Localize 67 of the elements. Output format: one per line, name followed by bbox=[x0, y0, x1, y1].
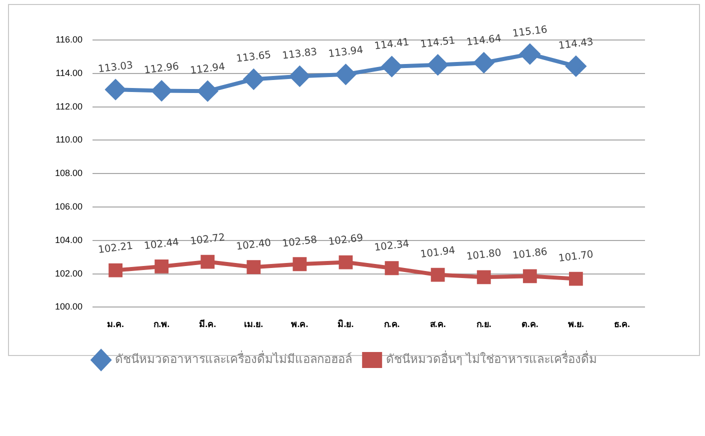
data-label: 101.94 bbox=[420, 245, 456, 260]
data-label: 112.96 bbox=[144, 61, 180, 76]
data-label: 114.43 bbox=[558, 36, 594, 52]
x-tick-label: พ.ค. bbox=[291, 319, 308, 330]
x-tick-label: ต.ค. bbox=[521, 319, 538, 330]
point bbox=[108, 263, 122, 278]
x-tick-label: มิ.ย. bbox=[338, 319, 354, 330]
data-label: 114.41 bbox=[374, 37, 410, 52]
legend-label: ดัชนีหมวดอื่นๆ ไม่ใช่อาหารและเครื่องดื่ม bbox=[386, 350, 597, 366]
data-label: 102.69 bbox=[328, 232, 364, 248]
legend-label: ดัชนีหมวดอาหารและเครื่องดื่มไม่มีแอลกอฮอล์ bbox=[115, 350, 352, 366]
point bbox=[338, 255, 353, 270]
point bbox=[428, 54, 448, 75]
x-tick-label: ก.ย. bbox=[476, 319, 492, 330]
point bbox=[106, 80, 126, 100]
point bbox=[474, 52, 494, 73]
data-label: 102.21 bbox=[98, 240, 134, 256]
x-tick-label: ก.พ. bbox=[154, 319, 170, 330]
point bbox=[336, 64, 356, 84]
data-label: 102.72 bbox=[190, 232, 226, 248]
point bbox=[430, 268, 445, 282]
point bbox=[522, 269, 537, 284]
point bbox=[568, 272, 583, 286]
data-label: 102.58 bbox=[282, 234, 318, 250]
data-label: 102.44 bbox=[144, 236, 180, 252]
data-label: 102.34 bbox=[374, 238, 410, 254]
point bbox=[244, 69, 264, 90]
point bbox=[154, 260, 169, 274]
data-label: 101.80 bbox=[466, 248, 502, 263]
point bbox=[200, 254, 215, 269]
y-tick-label: 100.00 bbox=[54, 302, 83, 312]
data-label: 113.94 bbox=[328, 44, 364, 60]
point bbox=[292, 257, 307, 272]
x-tick-label: ธ.ค. bbox=[614, 319, 630, 330]
point bbox=[566, 56, 586, 76]
data-label: 115.16 bbox=[512, 24, 548, 40]
data-label: 101.86 bbox=[512, 246, 548, 262]
y-tick-label: 102.00 bbox=[54, 268, 83, 278]
point bbox=[384, 261, 399, 276]
data-label: 102.40 bbox=[236, 238, 272, 253]
data-label: 113.65 bbox=[236, 50, 272, 65]
y-tick-label: 110.00 bbox=[56, 134, 83, 145]
data-label: 112.94 bbox=[190, 62, 226, 77]
x-tick-label: ม.ค. bbox=[107, 319, 124, 330]
point bbox=[152, 80, 172, 101]
x-tick-label: ก.ค. bbox=[384, 319, 400, 330]
data-label: 114.51 bbox=[420, 35, 456, 51]
point bbox=[290, 66, 310, 86]
point bbox=[520, 44, 540, 64]
y-tick-label: 104.00 bbox=[54, 234, 83, 245]
y-tick-label: 116.00 bbox=[56, 34, 83, 44]
point bbox=[198, 81, 218, 102]
x-tick-label: มี.ค. bbox=[199, 319, 216, 330]
y-tick-label: 112.00 bbox=[56, 101, 83, 112]
x-tick-label: เม.ย. bbox=[244, 319, 264, 330]
data-label: 113.03 bbox=[98, 60, 134, 76]
y-tick-label: 114.00 bbox=[56, 68, 83, 78]
x-tick-label: พ.ย. bbox=[568, 319, 584, 330]
x-tick-label: ส.ค. bbox=[430, 319, 446, 330]
point bbox=[382, 56, 402, 77]
y-tick-label: 108.00 bbox=[54, 168, 83, 178]
point bbox=[246, 260, 261, 274]
data-label: 113.83 bbox=[282, 46, 318, 62]
y-tick-label: 106.00 bbox=[54, 201, 83, 212]
data-label: 101.70 bbox=[558, 249, 594, 264]
data-label: 114.64 bbox=[466, 33, 502, 48]
point bbox=[476, 270, 491, 284]
